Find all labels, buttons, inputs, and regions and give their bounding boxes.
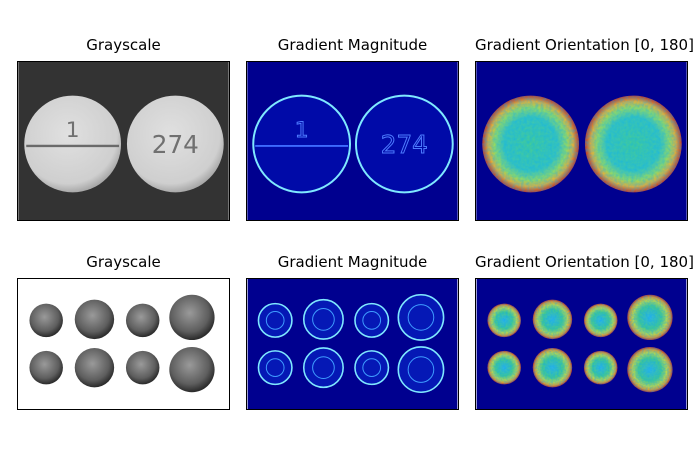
- pill-left-label: 1: [66, 118, 80, 143]
- coins-magnitude-image: [246, 278, 459, 410]
- svg-text:1: 1: [295, 118, 309, 143]
- panel-title: Gradient Magnitude: [277, 253, 428, 271]
- svg-text:274: 274: [381, 130, 428, 159]
- pills-magnitude-image: 1 274: [246, 61, 459, 221]
- coins-orientation-image: [475, 278, 688, 410]
- panel-title: Gradient Magnitude: [277, 36, 428, 54]
- coins-grayscale-image: [17, 278, 230, 410]
- panel-title: Gradient Orientation [0, 180]: [475, 253, 694, 271]
- pill-left: [24, 95, 122, 193]
- pill-right: [126, 95, 224, 193]
- pills-orientation-image: [475, 61, 688, 221]
- pills-grayscale-image: 1 274: [17, 61, 230, 221]
- panel-title: Grayscale: [86, 253, 161, 271]
- panel-title: Gradient Orientation [0, 180]: [475, 36, 694, 54]
- panel-title: Grayscale: [86, 36, 161, 54]
- pill-right-label: 274: [152, 130, 199, 159]
